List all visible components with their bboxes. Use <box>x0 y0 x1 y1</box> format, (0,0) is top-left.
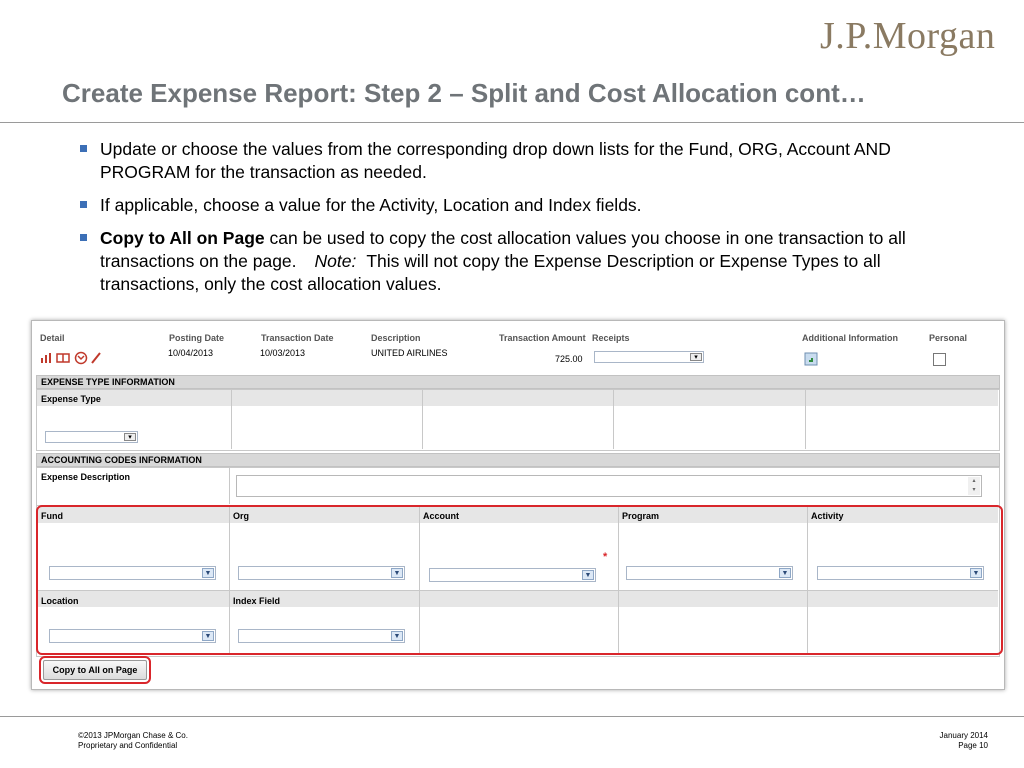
grid-divider <box>231 390 232 449</box>
highlight-cost-allocation <box>36 505 1003 655</box>
expense-type-header: EXPENSE TYPE INFORMATION <box>36 375 1000 389</box>
index-field-select[interactable]: ▼ <box>238 629 405 643</box>
org-select[interactable]: ▼ <box>238 566 405 580</box>
col-receipts: Receipts <box>592 333 630 343</box>
footer-divider <box>0 716 1024 717</box>
highlight-copy-button <box>39 656 151 684</box>
description: UNITED AIRLINES <box>371 348 448 358</box>
page-number: Page 10 <box>958 741 988 750</box>
copy-to-all-button[interactable]: Copy to All on Page <box>43 660 147 680</box>
grid-divider <box>422 390 423 449</box>
expense-report-screenshot: Detail Posting Date Transaction Date Des… <box>31 320 1005 690</box>
add-info-icon[interactable] <box>804 352 818 366</box>
section-title: EXPENSE TYPE INFORMATION <box>41 377 175 387</box>
codes-label-row <box>37 591 998 607</box>
grid-divider <box>37 590 998 591</box>
bullet-emphasis: Copy to All on Page <box>100 228 265 248</box>
expense-type-label: Expense Type <box>41 394 101 404</box>
transaction-amount: 725.00 <box>555 354 583 364</box>
col-transaction-amount: Transaction Amount <box>499 333 586 343</box>
note-label: Note: <box>314 251 357 271</box>
bullet-marker <box>80 145 87 152</box>
grid-divider <box>618 506 619 655</box>
chart-icon[interactable] <box>40 352 52 364</box>
codes-label-row <box>37 507 998 523</box>
fund-select[interactable]: ▼ <box>49 566 216 580</box>
bullet-item: If applicable, choose a value for the Ac… <box>80 194 980 217</box>
scrollbar-arrows-icon[interactable]: ▴ ▾ <box>968 477 980 495</box>
grid-divider <box>229 506 230 655</box>
chevron-down-icon: ▾ <box>690 353 702 361</box>
split-icon[interactable] <box>56 352 70 364</box>
org-label: Org <box>233 511 250 521</box>
chevron-down-icon: ▼ <box>202 631 214 641</box>
program-label: Program <box>622 511 660 521</box>
transaction-date: 10/03/2013 <box>260 348 306 358</box>
expense-description-textarea[interactable]: ▴ ▾ <box>236 475 982 497</box>
bullet-item: Copy to All on Page can be used to copy … <box>80 227 980 296</box>
col-transaction-date: Transaction Date <box>261 333 334 343</box>
activity-select[interactable]: ▼ <box>817 566 984 580</box>
footer-date: January 2014 <box>939 731 988 740</box>
grid-divider <box>613 390 614 449</box>
title-divider <box>0 122 1024 123</box>
accounting-codes-header: ACCOUNTING CODES INFORMATION <box>36 453 1000 467</box>
expense-type-label-row <box>37 390 998 406</box>
bullet-marker <box>80 201 87 208</box>
account-label: Account <box>423 511 459 521</box>
jpmorgan-logo: J.P.Morgan <box>820 15 996 57</box>
program-select[interactable]: ▼ <box>626 566 793 580</box>
location-select[interactable]: ▼ <box>49 629 216 643</box>
grid-divider <box>229 468 230 504</box>
chevron-down-icon: ▼ <box>391 631 403 641</box>
grid-divider <box>419 506 420 655</box>
location-label: Location <box>41 596 79 606</box>
chevron-down-icon: ▼ <box>391 568 403 578</box>
bullet-item: Update or choose the values from the cor… <box>80 138 980 184</box>
chevron-down-icon: ▼ <box>582 570 594 580</box>
chevron-down-icon: ▼ <box>970 568 982 578</box>
bullet-text: Update or choose the values from the cor… <box>100 139 891 182</box>
grid-divider <box>805 390 806 449</box>
col-personal: Personal <box>929 333 968 343</box>
col-detail: Detail <box>40 333 65 343</box>
expand-icon[interactable] <box>74 351 88 365</box>
footer-right: January 2014 Page 10 <box>940 731 988 751</box>
slide-title: Create Expense Report: Step 2 – Split an… <box>62 78 866 108</box>
activity-label: Activity <box>811 511 844 521</box>
accounting-grid <box>36 467 1000 657</box>
col-posting-date: Posting Date <box>169 333 225 343</box>
personal-checkbox[interactable] <box>933 353 946 366</box>
note-text: This will not copy the Expense Descripti… <box>100 251 881 294</box>
bullet-marker <box>80 234 87 241</box>
index-field-label: Index Field <box>233 596 281 606</box>
chevron-down-icon: ▼ <box>202 568 214 578</box>
bullet-list: Update or choose the values from the cor… <box>80 138 980 306</box>
footer-left: ©2013 JPMorgan Chase & Co. Proprietary a… <box>78 731 188 751</box>
grid-divider <box>807 506 808 655</box>
copyright-text: ©2013 JPMorgan Chase & Co. <box>78 731 188 740</box>
account-select[interactable]: ▼ <box>429 568 596 582</box>
col-additional-information: Additional Information <box>802 333 898 343</box>
bullet-text: can be used to copy the cost allocation … <box>100 228 906 271</box>
chevron-down-icon: ▼ <box>779 568 791 578</box>
posting-date: 10/04/2013 <box>168 348 214 358</box>
receipts-select[interactable]: ▾ <box>594 351 704 363</box>
chevron-down-icon: ▾ <box>124 433 136 441</box>
bullet-text: If applicable, choose a value for the Ac… <box>100 195 642 215</box>
fund-label: Fund <box>41 511 63 521</box>
edit-icon[interactable] <box>90 351 102 365</box>
confidential-text: Proprietary and Confidential <box>78 741 178 750</box>
required-marker: * <box>603 551 608 563</box>
section-title: ACCOUNTING CODES INFORMATION <box>41 455 202 465</box>
expense-type-select[interactable]: ▾ <box>45 431 138 443</box>
expense-description-label: Expense Description <box>41 472 131 482</box>
col-description: Description <box>371 333 421 343</box>
